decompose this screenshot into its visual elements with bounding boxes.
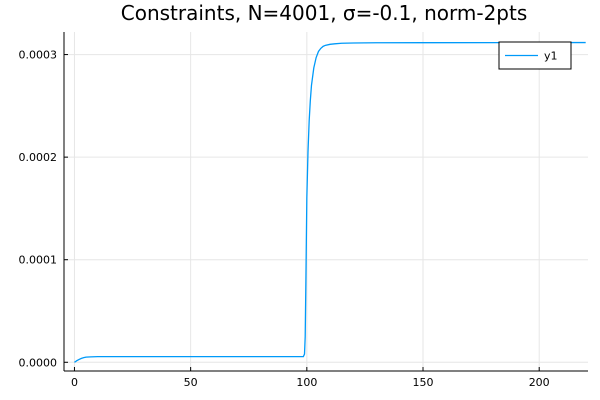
axes — [63, 32, 588, 372]
chart-title: Constraints, N=4001, σ=-0.1, norm-2pts — [121, 1, 528, 25]
y-tick-label: 0.0003 — [19, 49, 58, 62]
grid — [64, 32, 588, 371]
y-tick-label: 0.0000 — [19, 356, 58, 369]
x-tick-label: 200 — [529, 376, 550, 389]
legend: y1 — [498, 41, 572, 70]
legend-label: y1 — [544, 50, 558, 63]
x-tick-label: 0 — [71, 376, 78, 389]
x-tick-label: 50 — [184, 376, 198, 389]
y-tick-label: 0.0002 — [19, 151, 58, 164]
ticks: 0 50 100 150 200 0.0000 0.0001 0.0002 0.0003 — [19, 49, 550, 389]
x-tick-label: 150 — [413, 376, 434, 389]
x-tick-label: 100 — [296, 376, 317, 389]
series-layer — [74, 41, 586, 363]
series-line-y1 — [74, 41, 586, 363]
y-tick-label: 0.0001 — [19, 254, 58, 267]
